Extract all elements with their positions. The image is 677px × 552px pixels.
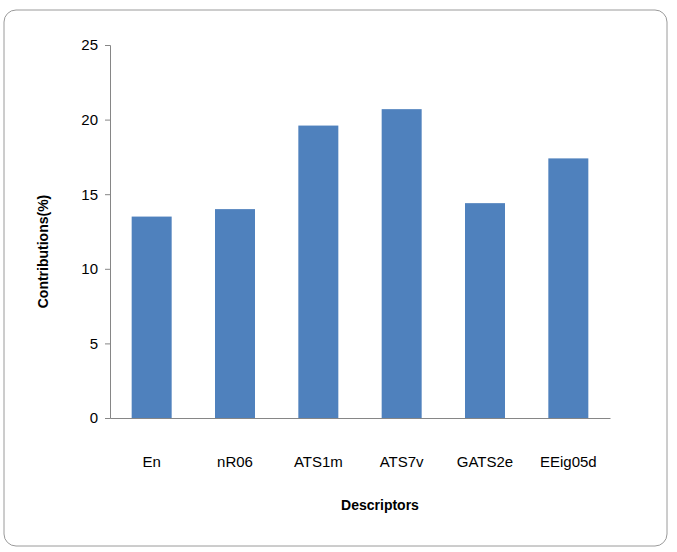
x-tick: GATS2e xyxy=(457,418,513,470)
bar xyxy=(132,217,172,418)
chart-frame xyxy=(4,10,667,546)
y-axis-title: Contributions(%) xyxy=(35,195,51,309)
y-tick: 5 xyxy=(90,335,110,352)
x-axis: En nR06 ATS1m ATS7v GATS2e EEig05d xyxy=(111,418,611,470)
y-tick-label: 25 xyxy=(81,36,98,53)
y-tick-label: 0 xyxy=(90,409,98,426)
y-tick: 25 xyxy=(81,36,110,53)
x-tick-label: ATS7v xyxy=(380,453,424,470)
x-tick-label: EEig05d xyxy=(540,453,597,470)
y-tick-mark xyxy=(105,194,110,195)
x-axis-line xyxy=(111,418,611,419)
x-tick: En xyxy=(142,418,160,470)
x-tick: EEig05d xyxy=(540,418,597,470)
y-tick: 15 xyxy=(81,186,110,203)
y-axis: 0 5 10 15 20 25 xyxy=(81,36,110,426)
x-axis-title: Descriptors xyxy=(341,497,419,513)
y-tick-label: 20 xyxy=(81,111,98,128)
chart: 0 5 10 15 20 25 En nR06 ATS1m ATS7v GATS2e EEig05d D… xyxy=(0,0,677,552)
x-tick: nR06 xyxy=(217,418,253,470)
y-tick-label: 15 xyxy=(81,186,98,203)
bar xyxy=(465,203,505,418)
x-tick-label: ATS1m xyxy=(294,453,343,470)
y-tick: 10 xyxy=(81,260,110,277)
y-tick: 0 xyxy=(90,409,110,426)
x-tick: ATS1m xyxy=(294,418,343,470)
bar xyxy=(215,209,255,418)
y-tick-mark xyxy=(105,120,110,121)
y-tick-label: 5 xyxy=(90,335,98,352)
y-tick: 20 xyxy=(81,111,110,128)
y-tick-mark xyxy=(105,343,110,344)
y-tick-label: 10 xyxy=(81,260,98,277)
x-tick-label: GATS2e xyxy=(457,453,513,470)
bars xyxy=(132,109,589,418)
y-axis-line xyxy=(105,46,111,419)
bar xyxy=(382,109,422,418)
x-tick: ATS7v xyxy=(380,418,424,470)
y-tick-mark xyxy=(105,45,110,46)
bar xyxy=(548,158,588,418)
x-tick-label: nR06 xyxy=(217,453,253,470)
bar xyxy=(298,126,338,418)
x-tick-label: En xyxy=(142,453,160,470)
y-tick-mark xyxy=(105,418,110,419)
y-tick-mark xyxy=(105,269,110,270)
